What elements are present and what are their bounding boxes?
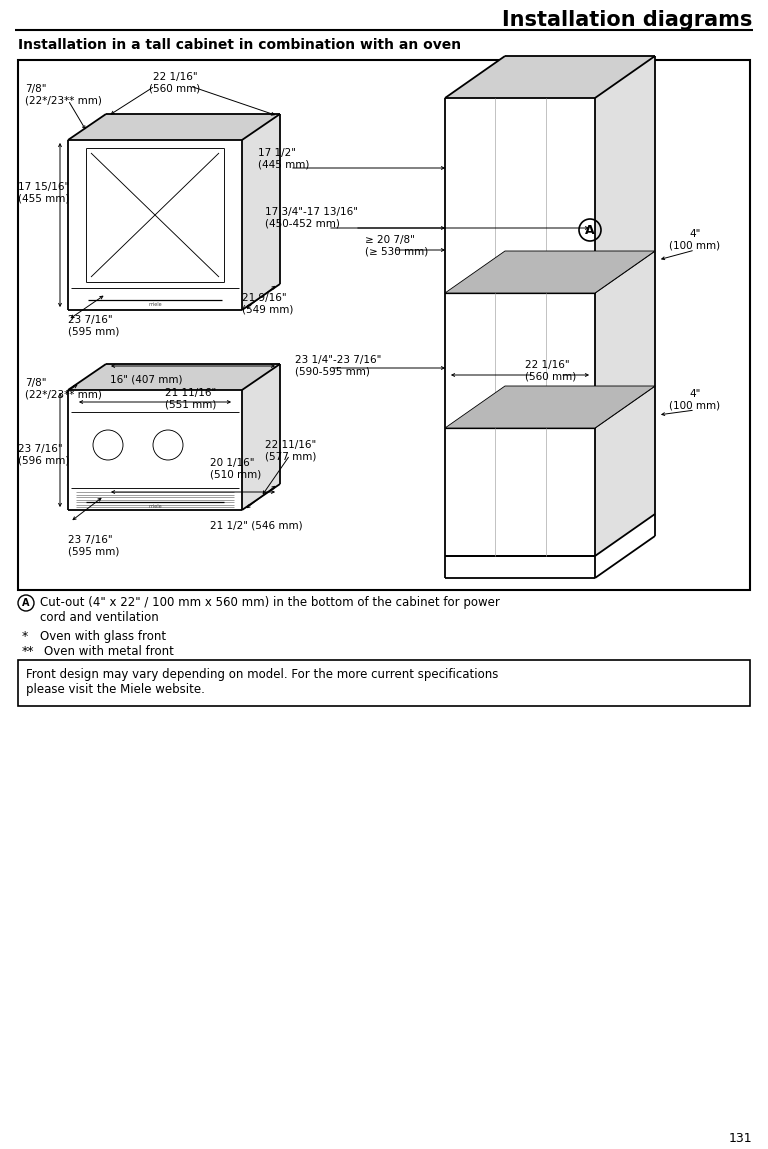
Text: Oven with glass front: Oven with glass front [40,630,166,643]
Text: A: A [585,224,594,237]
Text: 7/8"
(22*/23** mm): 7/8" (22*/23** mm) [25,378,102,400]
Bar [18,60,750,589]
Polygon shape [445,386,655,427]
Text: 7/8"
(22*/23** mm): 7/8" (22*/23** mm) [25,84,102,106]
Text: 21 1/2" (546 mm): 21 1/2" (546 mm) [210,520,303,530]
Text: Installation diagrams: Installation diagrams [502,10,752,30]
Text: 21 11/16"
(551 mm): 21 11/16" (551 mm) [165,388,217,409]
Text: 17 1/2"
(445 mm): 17 1/2" (445 mm) [258,148,310,170]
Polygon shape [445,56,655,98]
Text: 131: 131 [728,1132,752,1146]
Text: Front design may vary depending on model. For the more current specifications
pl: Front design may vary depending on model… [26,668,498,696]
Text: 22 1/16"
(560 mm): 22 1/16" (560 mm) [525,360,576,381]
Text: 17 3/4"-17 13/16"
(450-452 mm): 17 3/4"-17 13/16" (450-452 mm) [265,207,358,229]
Text: 23 7/16"
(595 mm): 23 7/16" (595 mm) [68,535,119,556]
Polygon shape [68,114,280,140]
Polygon shape [68,364,280,390]
Text: A: A [22,597,30,608]
Text: 23 7/16"
(596 mm): 23 7/16" (596 mm) [18,445,69,465]
Text: 23 1/4"-23 7/16"
(590-595 mm): 23 1/4"-23 7/16" (590-595 mm) [295,355,382,377]
Text: *: * [22,630,28,643]
Text: 21 9/16"
(549 mm): 21 9/16" (549 mm) [242,293,293,315]
Text: ≥ 20 7/8"
(≥ 530 mm): ≥ 20 7/8" (≥ 530 mm) [365,236,429,256]
Text: miele: miele [148,302,162,308]
Text: 16" (407 mm): 16" (407 mm) [110,375,183,385]
Text: 4"
(100 mm): 4" (100 mm) [670,390,720,411]
Text: 22 1/16"
(560 mm): 22 1/16" (560 mm) [149,72,200,93]
Polygon shape [445,250,655,293]
Polygon shape [595,56,655,556]
Text: 20 1/16"
(510 mm): 20 1/16" (510 mm) [210,458,261,479]
Text: 23 7/16"
(595 mm): 23 7/16" (595 mm) [68,315,119,337]
Text: **: ** [22,645,35,658]
Text: 22 11/16"
(577 mm): 22 11/16" (577 mm) [265,440,316,462]
Text: 4"
(100 mm): 4" (100 mm) [670,229,720,250]
Text: 17 15/16"
(455 mm): 17 15/16" (455 mm) [18,183,69,203]
Polygon shape [242,364,280,510]
Polygon shape [242,114,280,310]
Text: Cut-out (4" x 22" / 100 mm x 560 mm) in the bottom of the cabinet for power
cord: Cut-out (4" x 22" / 100 mm x 560 mm) in … [40,596,500,624]
Text: Oven with metal front: Oven with metal front [44,645,174,658]
Text: miele: miele [148,504,162,509]
Text: Installation in a tall cabinet in combination with an oven: Installation in a tall cabinet in combin… [18,38,461,52]
Bar [18,660,750,705]
